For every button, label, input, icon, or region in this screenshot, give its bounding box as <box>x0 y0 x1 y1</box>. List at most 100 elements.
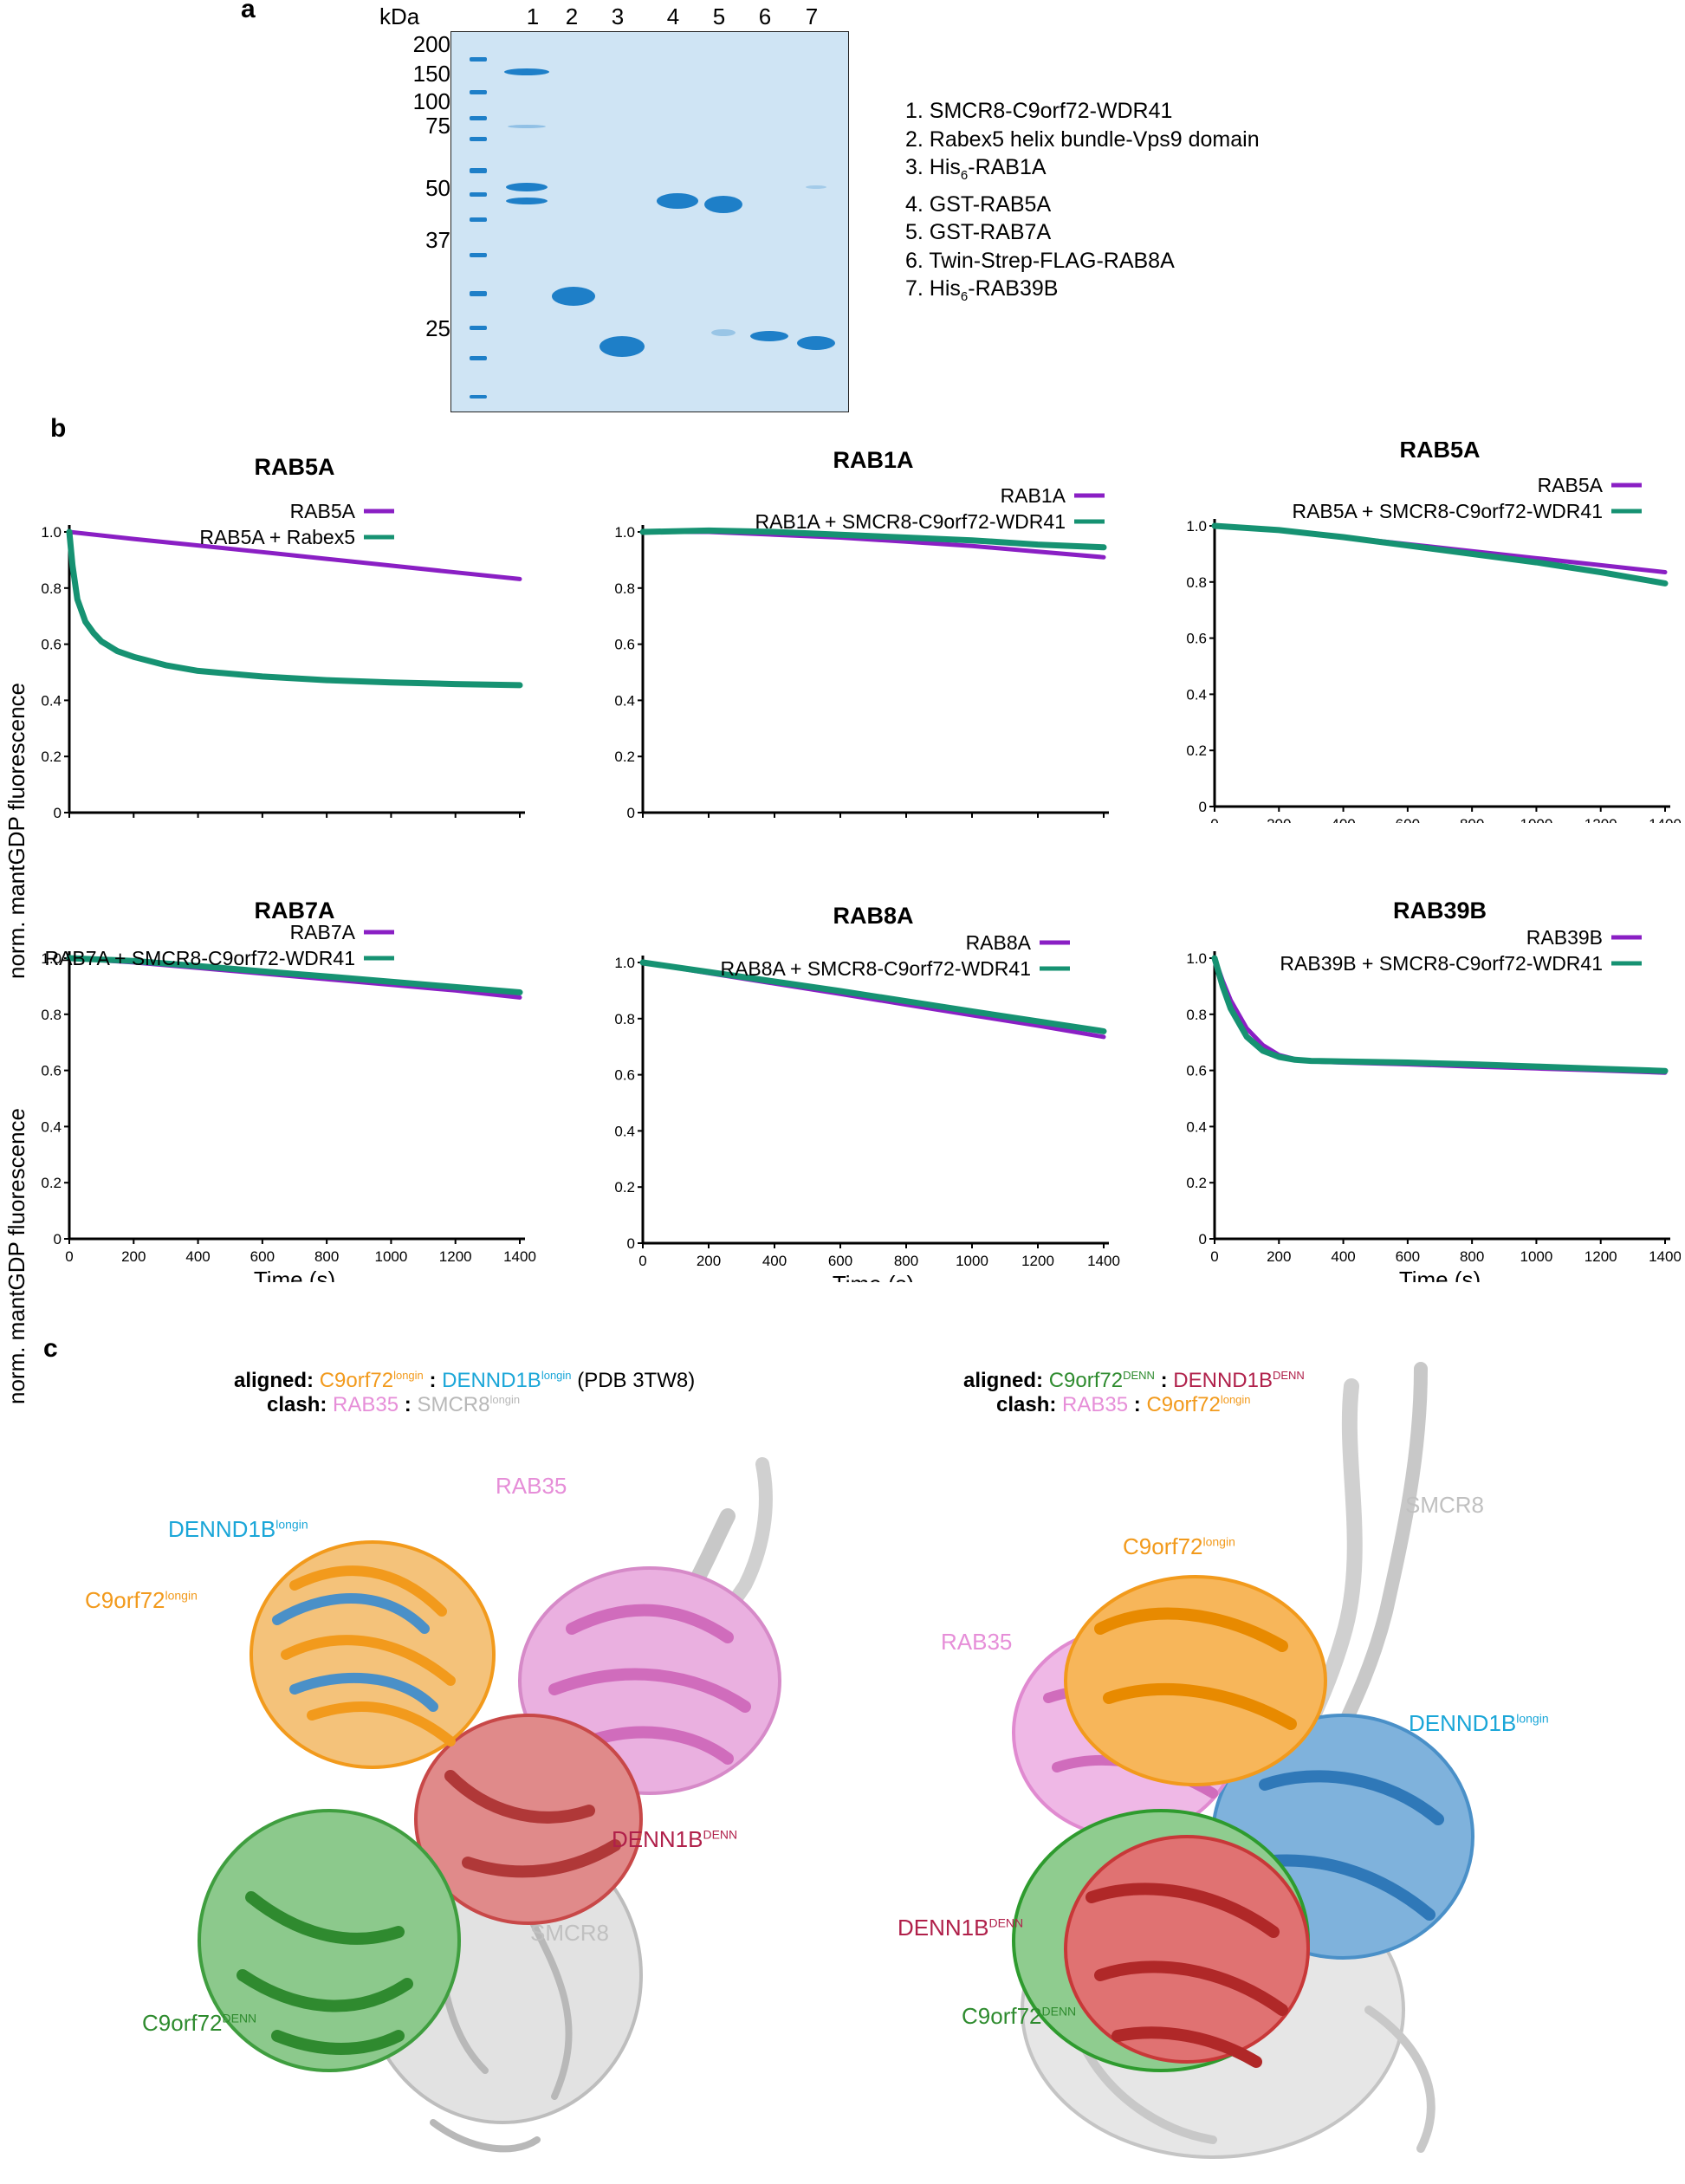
y-tick-label: 0.2 <box>41 749 62 765</box>
y-tick-label: 1.0 <box>614 524 635 541</box>
mw-marker-37: 37 <box>425 227 450 253</box>
x-tick-label: 200 <box>697 822 721 823</box>
mw-marker-75: 75 <box>425 113 450 139</box>
x-tick-label: 1400 <box>1087 822 1120 823</box>
y-tick-label: 0.4 <box>1186 686 1207 703</box>
legend-entry-label: RAB8A + SMCR8-C9orf72-WDR41 <box>720 957 1031 980</box>
series-line-2 <box>66 955 523 995</box>
x-tick-label: 600 <box>1396 816 1420 823</box>
x-tick-label: 800 <box>894 822 918 823</box>
y-tick-label: 0.6 <box>41 637 62 653</box>
x-tick-label: 400 <box>185 822 210 823</box>
y-tick-label: 0.4 <box>41 1118 62 1135</box>
x-tick-label: 200 <box>121 1248 146 1265</box>
legend-entry-label: RAB5A + Rabex5 <box>199 526 355 548</box>
panel-c-letter: c <box>43 1334 58 1363</box>
left-clash-line: clash: RAB35 : SMCR8longin <box>267 1393 521 1416</box>
y-tick-label: 0.8 <box>614 1011 635 1027</box>
y-tick-label: 0.2 <box>614 1179 635 1196</box>
clash-label: clash: <box>267 1393 327 1416</box>
gel-legend-item: 5. GST-RAB7A <box>905 220 1052 244</box>
legend-entry-label: RAB5A + SMCR8-C9orf72-WDR41 <box>1292 500 1603 522</box>
x-tick-label: 1400 <box>1649 816 1681 823</box>
series-line-2 <box>1211 522 1669 587</box>
x-tick-label: 1200 <box>1021 1253 1054 1269</box>
x-tick-label: 0 <box>65 1248 73 1265</box>
aligned-b: DENND1B <box>442 1369 541 1392</box>
lane7-band <box>797 336 835 350</box>
kinetics-plot-6: RAB39B 0 0.2 0.4 0.6 0.8 1.0 0 200 400 600 800 1000 1… <box>1186 901 1681 1282</box>
y-tick-label: 0.4 <box>614 1123 635 1139</box>
y-tick-label: 0.2 <box>41 1175 62 1191</box>
sds-page-gel <box>450 31 849 412</box>
x-tick-label: 800 <box>1460 1248 1484 1265</box>
x-tick-label: 1000 <box>375 1248 408 1265</box>
y-tick-label: 0 <box>1199 1231 1207 1248</box>
lane-number-4: 4 <box>666 3 680 29</box>
plot-title: RAB1A <box>833 447 913 473</box>
y-tick-label: 0.8 <box>614 580 635 597</box>
lane-number-7: 7 <box>805 3 819 29</box>
x-tick-label: 1000 <box>1520 1248 1553 1265</box>
x-tick-label: 1200 <box>1585 816 1617 823</box>
x-tick-label: 1200 <box>439 822 472 823</box>
mw-marker-150: 150 <box>412 61 450 87</box>
legend-entry-label: RAB1A + SMCR8-C9orf72-WDR41 <box>755 510 1066 533</box>
mw-marker-25: 25 <box>425 315 450 341</box>
x-axis-label: Time (s) <box>1399 1267 1481 1282</box>
mw-marker-200: 200 <box>412 31 450 57</box>
x-tick-label: 800 <box>894 1253 918 1269</box>
x-tick-label: 0 <box>65 822 73 823</box>
aligned-a: C9orf72 <box>319 1369 394 1392</box>
gel-legend-item: 6. Twin-Strep-FLAG-RAB8A <box>905 248 1175 273</box>
x-tick-label: 800 <box>314 822 339 823</box>
right-rab35-label: RAB35 <box>941 1629 1013 1655</box>
kda-label: kDa <box>379 3 420 29</box>
lane-number-5: 5 <box>712 3 726 29</box>
left-c9-longin-label: C9orf72longin <box>85 1587 198 1613</box>
x-tick-label: 400 <box>1331 816 1355 823</box>
y-tick-label: 0.8 <box>41 580 62 597</box>
left-denn1b-denn-label: DENN1BDENN <box>612 1826 738 1852</box>
y-tick-label: 1.0 <box>1186 950 1207 967</box>
y-tick-label: 1.0 <box>1186 518 1207 535</box>
x-tick-label: 1400 <box>503 1248 536 1265</box>
y-axis-label-row2: norm. mantGDP fluorescence <box>3 1108 29 1404</box>
x-tick-label: 1000 <box>375 822 408 823</box>
y-tick-label: 1.0 <box>41 950 62 967</box>
plot-title: RAB5A <box>1399 442 1480 463</box>
x-tick-label: 1200 <box>1585 1248 1617 1265</box>
legend-entry-label: RAB5A <box>1538 474 1604 496</box>
x-tick-label: 0 <box>638 1253 646 1269</box>
x-tick-label: 0 <box>638 822 646 823</box>
gel-legend-item: 7. His6-RAB39B <box>905 276 1059 304</box>
series-line-2 <box>639 959 1107 1034</box>
kinetics-plot-4: RAB7A 0 0.2 0.4 0.6 0.8 1.0 0 200 400 600 800 1000 12… <box>41 901 536 1282</box>
x-tick-label: 0 <box>1210 1248 1218 1265</box>
kinetics-plot-2: RAB1A 0 0.2 0.4 0.6 0.8 1.0 0 200 400 600 800 1000 12… <box>614 447 1120 823</box>
gel-legend-item: 4. GST-RAB5A <box>905 191 1052 217</box>
gel-legend-item: 1. SMCR8-C9orf72-WDR41 <box>905 99 1173 123</box>
x-tick-label: 0 <box>1210 816 1218 823</box>
x-tick-label: 800 <box>1460 816 1484 823</box>
gel-background <box>450 31 849 412</box>
legend-entry-label: RAB7A <box>290 921 356 943</box>
kinetics-plot-5: RAB8A 0 0.2 0.4 0.6 0.8 1.0 0 200 400 600 800 1000 12… <box>614 903 1120 1282</box>
x-tick-label: 1000 <box>956 822 988 823</box>
left-smcr8-label: SMCR8 <box>530 1920 610 1946</box>
y-tick-label: 0.6 <box>1186 1063 1207 1079</box>
x-tick-label: 600 <box>250 1248 275 1265</box>
x-tick-label: 1000 <box>1520 816 1553 823</box>
y-tick-label: 0.8 <box>41 1007 62 1023</box>
y-tick-label: 0 <box>54 805 62 821</box>
x-tick-label: 400 <box>762 822 787 823</box>
series-line-2 <box>66 528 523 689</box>
legend-entry-label: RAB39B <box>1526 926 1603 949</box>
right-aligned-line: aligned: C9orf72DENN : DENND1BDENN <box>963 1369 1305 1392</box>
mw-marker-50: 50 <box>425 175 450 201</box>
x-tick-label: 1200 <box>1021 822 1054 823</box>
x-axis-label: Time (s) <box>833 1271 914 1282</box>
left-structure-illustration <box>198 1457 781 2153</box>
x-tick-label: 600 <box>1396 1248 1420 1265</box>
y-tick-label: 0.8 <box>1186 574 1207 591</box>
